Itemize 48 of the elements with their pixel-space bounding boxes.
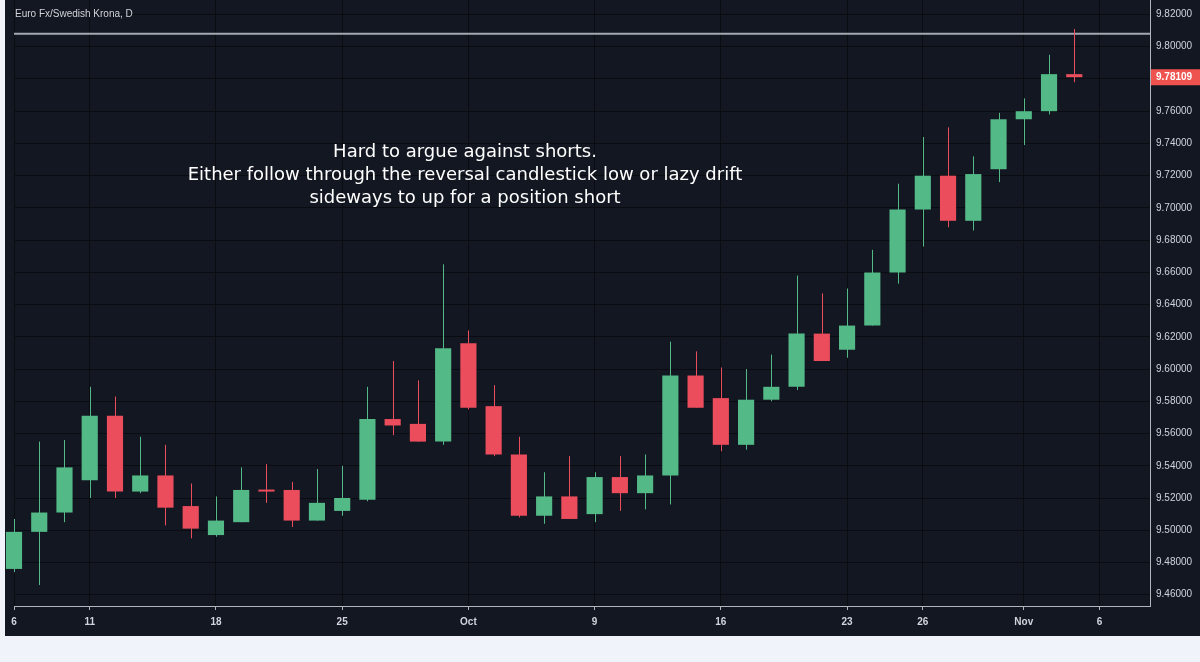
candlestick (182, 483, 199, 539)
x-tick-label: 16 (715, 615, 727, 627)
candlestick (308, 468, 326, 522)
candlestick (611, 455, 628, 512)
y-tick-label: 9.74000 (1156, 137, 1193, 149)
candlestick (207, 495, 225, 538)
y-tick-label: 9.64000 (1156, 298, 1193, 310)
candlestick (31, 441, 48, 586)
y-tick-label: 9.66000 (1156, 266, 1193, 278)
y-tick-label: 9.70000 (1156, 201, 1193, 213)
y-tick-label: 9.52000 (1156, 491, 1193, 503)
text: Euro Fx/Swedish Krona, D (15, 7, 133, 19)
annotation: Hard to argue against shorts. Either follow through the reversal candlestick low or lazy drift sideways to up for a position short (187, 140, 743, 208)
x-tick-label: 23 (841, 615, 854, 627)
y-tick-label: 9.80000 (1156, 40, 1193, 52)
y-tick-label: 9.76000 (1156, 104, 1193, 116)
y-tick-label: 9.58000 (1156, 395, 1193, 407)
x-tick-label: 9 (591, 615, 598, 627)
candlestick (1066, 28, 1083, 83)
candlestick (384, 360, 401, 436)
candlestick (561, 455, 578, 520)
y-tick-label: 9.50000 (1156, 524, 1193, 535)
x-tick-label: 26 (917, 615, 929, 627)
y-tick-label: 9.68000 (1156, 233, 1193, 245)
x-tick-label: 6 (1096, 615, 1103, 627)
candlestick (536, 471, 553, 525)
candlestick (132, 436, 149, 494)
candlestick (334, 465, 351, 517)
candlestick (1015, 97, 1032, 146)
candlestick (637, 454, 654, 510)
y-tick-label: 9.82000 (1156, 8, 1193, 20)
y-tick-label: 9.72000 (1156, 169, 1193, 181)
y-tick-label: 9.60000 (1156, 362, 1193, 374)
y-tick-label: 9.62000 (1156, 330, 1193, 342)
y-tick-label: 9.48000 (1156, 556, 1193, 568)
candlestick (258, 463, 275, 504)
y-tick-label: 9.56000 (1156, 427, 1193, 439)
text: 9.78109 (1156, 71, 1193, 83)
x-tick-label: 18 (210, 615, 222, 627)
y-tick-label: 9.46000 (1156, 588, 1193, 600)
x-tick-label: 6 (11, 615, 18, 627)
y-tick-label: 9.54000 (1156, 459, 1193, 471)
x-tick-label: 25 (336, 615, 349, 627)
candlestick (763, 354, 780, 402)
candlestick (409, 379, 426, 443)
x-tick-label: 11 (84, 615, 96, 627)
x-tick-label: Oct (460, 615, 478, 627)
x-tick-label: Nov (1014, 615, 1034, 627)
